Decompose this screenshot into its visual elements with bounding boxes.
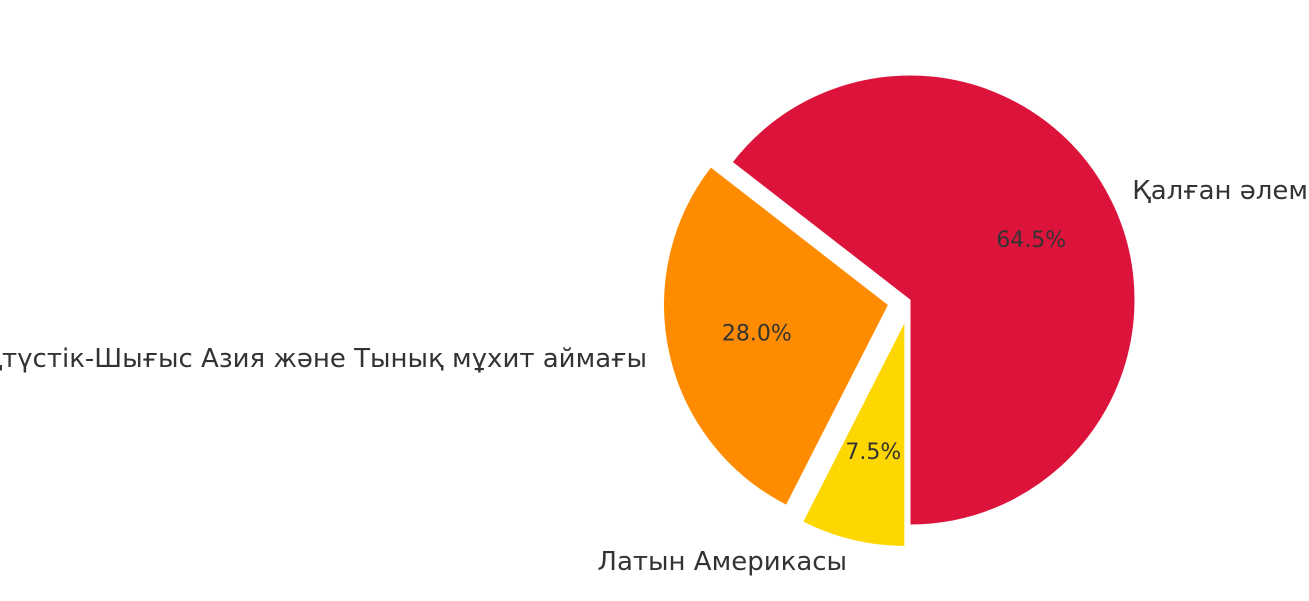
slice-category-label: Оңтүстік-Шығыс Азия және Тынық мұхит айм… <box>0 344 647 374</box>
pie-slice-2 <box>802 321 906 547</box>
pie-slice-0 <box>731 74 1136 526</box>
pie-labels: 64.5% Қалған әлем 28.0% Оңтүстік-Шығыс Азия… <box>0 176 1308 577</box>
slice-percent-label: 64.5% <box>996 228 1066 253</box>
pie-slices <box>663 74 1136 547</box>
slice-percent-label: 7.5% <box>845 440 901 465</box>
slice-category-label: Латын Америкасы <box>597 547 847 577</box>
slice-category-label: Қалған әлем <box>1132 176 1308 206</box>
pie-slice-1 <box>663 166 890 506</box>
slice-percent-label: 28.0% <box>722 322 792 347</box>
